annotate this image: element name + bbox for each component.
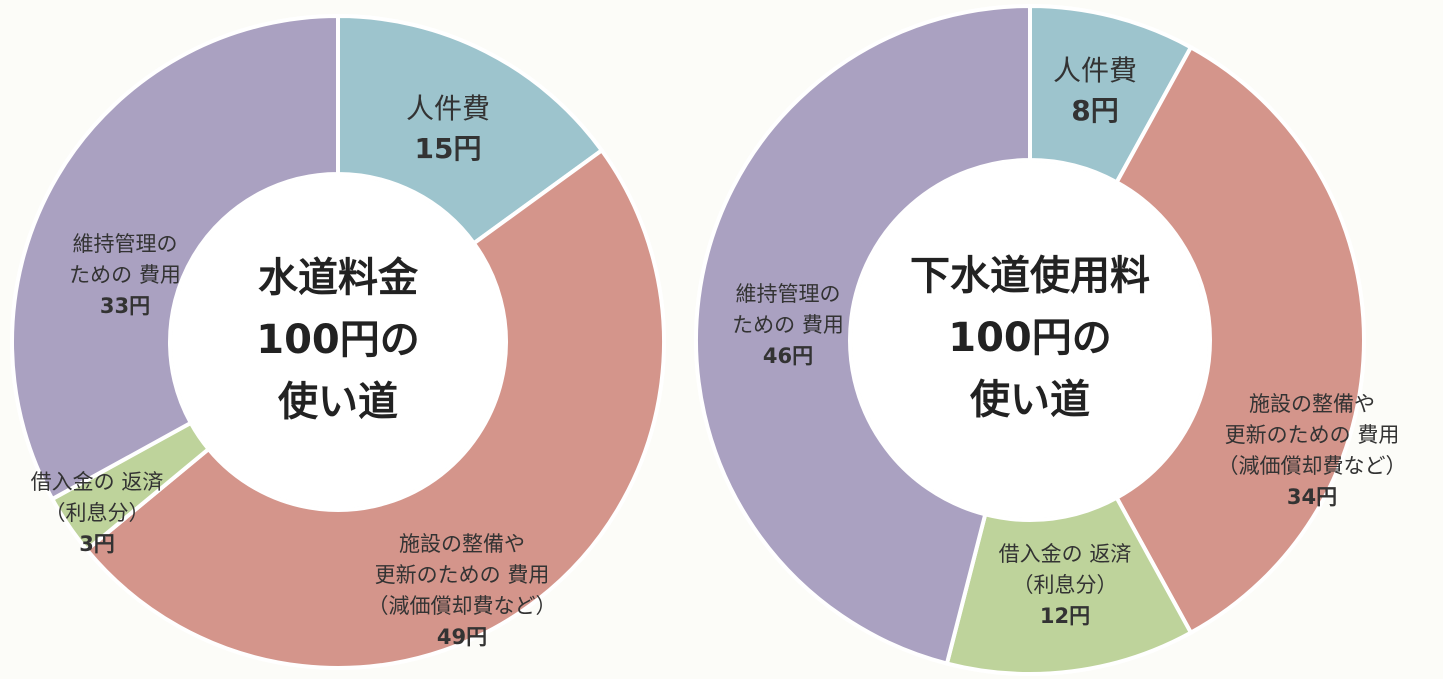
slice-label: 人件費 — [406, 92, 490, 125]
slice-label: 借入金の 返済 — [999, 542, 1132, 566]
slice-label: ための 費用 — [69, 263, 181, 287]
slice-label: 維持管理の — [736, 282, 841, 306]
slice-value: 15円 — [415, 132, 482, 165]
slice-label: 施設の整備や — [399, 532, 525, 556]
donut-slice — [83, 147, 666, 670]
slice-value: 12円 — [1040, 604, 1090, 628]
slice-label: 更新のための 費用 — [1225, 423, 1400, 447]
donut-slice — [694, 3, 1032, 666]
center-title: 使い道 — [278, 379, 398, 425]
donut-slice — [10, 13, 340, 502]
slice-value: 33円 — [100, 294, 150, 318]
center-title: 水道料金 — [258, 255, 419, 301]
slice-label: （減価償却費など） — [1218, 454, 1407, 478]
donut-slice — [336, 13, 605, 247]
slice-label: 借入金の 返済 — [31, 470, 164, 494]
center-title: 100円の — [948, 315, 1112, 361]
slice-label: （利息分） — [45, 501, 150, 525]
slice-value: 46円 — [763, 344, 813, 368]
slice-label: 人件費 — [1053, 54, 1137, 87]
center-title: 100円の — [256, 317, 420, 363]
center-title: 使い道 — [970, 377, 1090, 423]
slice-label: 施設の整備や — [1249, 392, 1375, 416]
donut-hole — [852, 162, 1208, 518]
slice-label: 更新のための 費用 — [375, 563, 550, 587]
center-title: 下水道使用料 — [910, 253, 1150, 299]
slice-value: 8円 — [1071, 94, 1118, 127]
donut-hole — [172, 176, 504, 508]
slice-value: 49円 — [437, 625, 487, 649]
donut-slice — [1114, 44, 1366, 636]
slice-value: 3円 — [79, 532, 115, 556]
slice-label: （減価償却費など） — [368, 594, 557, 618]
slice-value: 34円 — [1287, 485, 1337, 509]
slice-label: ための 費用 — [732, 313, 844, 337]
slice-label: 維持管理の — [73, 232, 178, 256]
slice-label: （利息分） — [1013, 573, 1118, 597]
